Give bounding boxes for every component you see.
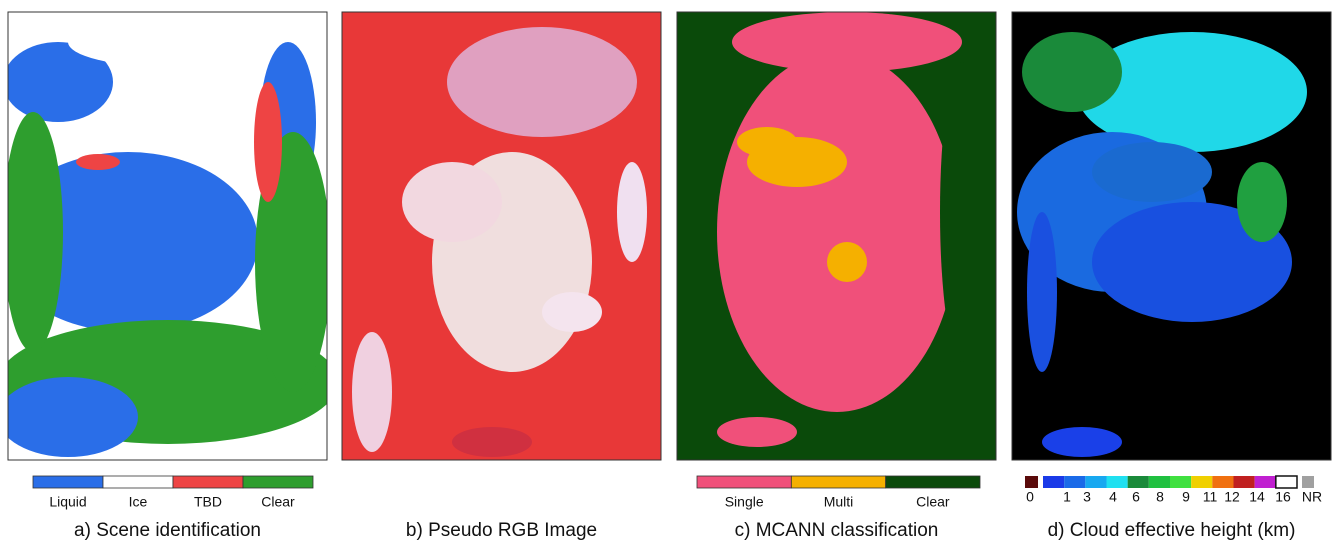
image-panel [0,0,338,460]
caption: c) MCANN classification [735,520,939,541]
image-region [717,52,957,412]
legend-tick-label: 11 [1203,489,1218,505]
legend-swatch [1191,476,1212,488]
image-panel [342,12,661,460]
image-region [254,82,282,202]
image-panel [1012,12,1331,460]
image-region [3,112,63,352]
legend-label: Liquid [49,494,86,510]
image-region [1027,212,1057,372]
legend-tick-label: 14 [1249,489,1265,505]
image-region [827,242,867,282]
legend-swatch [1234,476,1255,488]
legend-swatch [1302,476,1314,488]
caption: a) Scene identification [74,520,261,541]
image-region [0,377,138,457]
legend-swatch [697,476,791,488]
legend-swatch [1128,476,1149,488]
legend-tick-label: 8 [1156,489,1164,505]
legend-tick-label: 3 [1083,489,1091,505]
legend-swatch [1025,476,1038,488]
image-region [68,17,268,67]
legend-swatch [1149,476,1170,488]
legend-label: TBD [194,494,222,510]
legend-swatch [1170,476,1191,488]
legend-swatch [1043,476,1064,488]
legend-swatch [243,476,313,488]
image-region [732,12,962,72]
image-region [1022,32,1122,112]
legend-swatch [1064,476,1085,488]
legend-tick-label: 1 [1063,489,1071,505]
legend-tick-label: 0 [1026,489,1034,505]
image-panel [677,12,996,460]
caption: b) Pseudo RGB Image [406,520,597,541]
legend-label: Clear [261,494,295,510]
legend-tick-label: 4 [1109,489,1117,505]
legend-swatch [1212,476,1233,488]
legend-swatch [1276,476,1297,488]
image-region [76,154,120,170]
image-region [452,427,532,457]
image-region [1042,427,1122,457]
legend-swatch [1255,476,1276,488]
image-region [617,162,647,262]
legend-swatch [173,476,243,488]
legend-tick-label: 12 [1224,489,1240,505]
legend-tick-label: 9 [1182,489,1190,505]
legend-swatch [103,476,173,488]
image-region [1092,142,1212,202]
image-region [940,62,984,362]
image-region [447,27,637,137]
legend-label: Single [725,494,764,510]
legend-swatch [1107,476,1128,488]
legend-tick-label: NR [1302,489,1322,505]
image-region [542,292,602,332]
legend-swatch [791,476,885,488]
image-region [352,332,392,452]
legend-swatch [886,476,980,488]
image-region [402,162,502,242]
figure: a) Scene identification Liquid Ice TBD Clear… [0,0,1338,545]
legend-label: Ice [129,494,148,510]
legend-tick-label: 6 [1132,489,1140,505]
legend-swatch [1085,476,1106,488]
legend-swatch [33,476,103,488]
image-region [1237,162,1287,242]
legend-label: Clear [916,494,950,510]
legend-label: Multi [824,494,854,510]
caption: d) Cloud effective height (km) [1048,520,1296,541]
legend-tick-label: 16 [1275,489,1291,505]
image-region [679,92,715,332]
image-region [737,127,797,157]
image-region [717,417,797,447]
